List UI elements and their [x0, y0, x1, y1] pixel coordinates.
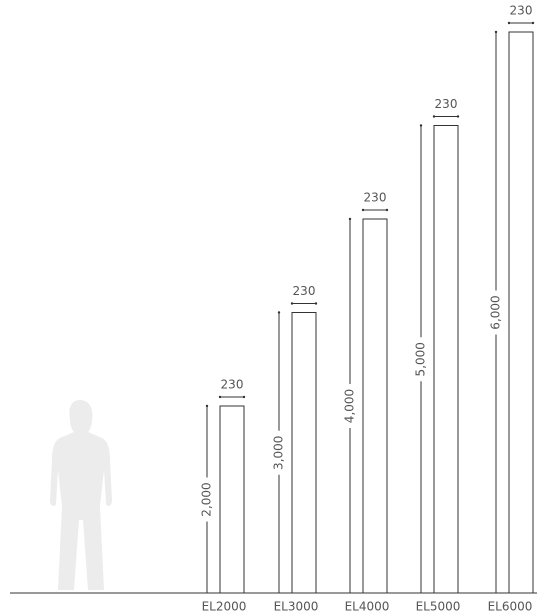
dimension-dot: [361, 208, 365, 212]
column: [433, 125, 459, 594]
width-label: 230: [435, 97, 458, 111]
dimension-dot: [385, 208, 389, 212]
model-name: EL3000: [274, 600, 319, 614]
column: [508, 31, 534, 594]
column: [362, 218, 388, 594]
dimension-dot: [531, 21, 535, 25]
width-label: 230: [293, 284, 316, 298]
dimension-dot: [348, 217, 352, 221]
column: [291, 312, 317, 594]
label-gap: [200, 477, 214, 522]
dimension-dot: [314, 302, 318, 305]
dimension-dot: [507, 21, 511, 25]
width-label: 230: [221, 378, 244, 392]
dimension-dot: [290, 302, 294, 305]
height-label: 2,000: [200, 482, 214, 516]
dimension-dot: [494, 30, 498, 34]
dimension-dot: [242, 395, 246, 399]
column: [219, 405, 245, 594]
model-name: EL6000: [488, 600, 533, 614]
width-label: 230: [510, 4, 533, 18]
model-name: EL4000: [345, 600, 390, 614]
dimension-dot: [277, 311, 281, 314]
label-gap: [414, 337, 428, 382]
dimension-dot: [456, 115, 460, 118]
height-label: 4,000: [343, 389, 357, 423]
dimension-dot: [419, 124, 423, 127]
model-name: EL2000: [202, 600, 247, 614]
dimension-dot: [432, 115, 436, 118]
height-label: 3,000: [272, 436, 286, 470]
label-gap: [272, 430, 286, 475]
person-silhouette: [50, 400, 112, 590]
dimension-dot: [205, 404, 209, 408]
height-label: 5,000: [414, 342, 428, 376]
model-name: EL5000: [416, 600, 461, 614]
width-label: 230: [364, 191, 387, 205]
label-gap: [343, 384, 357, 428]
label-gap: [489, 290, 503, 335]
dimension-dot: [218, 395, 222, 399]
height-label: 6,000: [489, 295, 503, 329]
